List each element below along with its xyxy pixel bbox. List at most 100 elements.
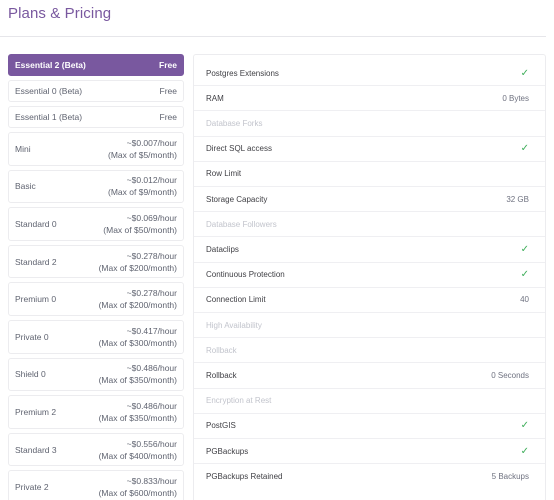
feature-value: 0 Seconds xyxy=(491,370,529,380)
plan-name: Essential 1 (Beta) xyxy=(15,112,83,122)
plan-option[interactable]: Private 2 ~$0.833/hour (Max of $600/month) xyxy=(8,470,184,500)
feature-row: Rollback 0 Seconds xyxy=(194,363,545,389)
plan-name: Standard 0 xyxy=(15,218,57,229)
plan-option[interactable]: Premium 0 ~$0.278/hour (Max of $200/month) xyxy=(8,282,184,316)
feature-row: Encryption at Rest xyxy=(194,389,545,414)
plan-price-monthly-cap: (Max of $600/month) xyxy=(98,488,177,499)
plan-name: Essential 0 (Beta) xyxy=(15,86,83,96)
feature-table: Postgres Extensions ✓ RAM 0 Bytes Database F… xyxy=(193,54,546,500)
plan-price-monthly-cap: (Max of $50/month) xyxy=(103,224,177,235)
feature-value: 32 GB xyxy=(506,194,529,204)
feature-value: 5 Backups xyxy=(491,472,529,482)
checkmark-icon: ✓ xyxy=(520,243,529,255)
feature-row: Database Followers xyxy=(194,212,545,238)
plan-option[interactable]: Basic ~$0.012/hour (Max of $9/month) xyxy=(8,169,184,204)
plan-option[interactable]: Essential 0 (Beta) Free xyxy=(8,80,184,102)
checkmark-icon: ✓ xyxy=(520,420,529,432)
feature-label: Direct SQL access xyxy=(206,144,272,154)
plan-name: Standard 2 xyxy=(15,256,57,267)
plan-price-hourly: ~$0.278/hour xyxy=(126,288,177,299)
feature-label: Storage Capacity xyxy=(206,194,268,204)
plan-price-hourly: Free xyxy=(159,60,177,70)
feature-row: Dataclips ✓ xyxy=(194,237,545,263)
plan-option[interactable]: Premium 2 ~$0.486/hour (Max of $350/month) xyxy=(8,395,184,429)
feature-label: Rollback xyxy=(206,345,237,355)
feature-label: PGBackups xyxy=(206,446,249,456)
plan-price: ~$0.012/hour (Max of $9/month) xyxy=(108,174,177,198)
feature-row: High Availability xyxy=(194,313,545,339)
plan-price-hourly: ~$0.556/hour xyxy=(126,438,177,449)
plan-price: ~$0.556/hour (Max of $400/month) xyxy=(99,438,177,462)
plan-price: Free xyxy=(159,59,177,71)
feature-label: Database Forks xyxy=(206,118,263,128)
plan-price: ~$0.486/hour (Max of $350/month) xyxy=(99,362,177,386)
feature-label: Database Followers xyxy=(206,219,277,229)
feature-label: Rollback xyxy=(206,370,237,380)
plan-price: ~$0.069/hour (Max of $50/month) xyxy=(103,212,177,236)
plan-price-monthly-cap: (Max of $300/month) xyxy=(98,337,177,348)
checkmark-icon: ✓ xyxy=(520,143,529,155)
plan-price: ~$0.486/hour (Max of $350/month) xyxy=(99,400,177,424)
checkmark-icon: ✓ xyxy=(520,67,529,79)
plan-price: Free xyxy=(160,111,177,123)
plan-option[interactable]: Essential 2 (Beta) Free xyxy=(8,54,184,76)
plan-option[interactable]: Standard 3 ~$0.556/hour (Max of $400/month… xyxy=(8,432,184,467)
plan-name: Shield 0 xyxy=(15,369,46,380)
plan-option[interactable]: Standard 2 ~$0.278/hour (Max of $200/month… xyxy=(8,244,184,279)
plan-price-hourly: ~$0.486/hour xyxy=(126,400,177,411)
plan-price-hourly: Free xyxy=(159,112,177,122)
plan-option[interactable]: Private 0 ~$0.417/hour (Max of $300/month) xyxy=(8,319,184,354)
plan-list: Essential 2 (Beta) Free Essential 0 (Beta)… xyxy=(8,54,184,500)
plan-option[interactable]: Standard 0 ~$0.069/hour (Max of $50/month) xyxy=(8,207,184,241)
feature-row: RAM 0 Bytes xyxy=(194,86,545,112)
feature-label: Dataclips xyxy=(206,244,239,254)
plan-price-hourly: ~$0.012/hour xyxy=(126,175,177,186)
feature-label: Encryption at Rest xyxy=(206,396,272,406)
plan-option[interactable]: Mini ~$0.007/hour (Max of $5/month) xyxy=(8,132,184,166)
feature-label: RAM xyxy=(206,93,224,103)
plan-price: ~$0.007/hour (Max of $5/month) xyxy=(108,137,177,161)
feature-label: PGBackups Retained xyxy=(206,472,283,482)
checkmark-icon: ✓ xyxy=(520,269,529,281)
feature-label: Connection Limit xyxy=(206,295,266,305)
plan-name: Premium 0 xyxy=(15,294,57,305)
plan-price-hourly: ~$0.007/hour xyxy=(126,137,177,148)
plan-name: Basic xyxy=(15,181,36,192)
feature-label: Postgres Extensions xyxy=(206,68,279,78)
plan-price: ~$0.417/hour (Max of $300/month) xyxy=(99,325,177,349)
plan-price-hourly: ~$0.278/hour xyxy=(126,250,177,261)
plan-price-hourly: Free xyxy=(159,86,177,96)
feature-row: Row Limit xyxy=(194,162,545,187)
plan-price-monthly-cap: (Max of $400/month) xyxy=(98,450,177,461)
feature-row: Storage Capacity 32 GB xyxy=(194,187,545,213)
plan-option[interactable]: Essential 1 (Beta) Free xyxy=(8,106,184,128)
plan-price: Free xyxy=(160,85,177,97)
plan-name: Mini xyxy=(15,143,31,154)
feature-row: PGBackups ✓ xyxy=(194,439,545,465)
feature-value: 40 xyxy=(520,295,529,305)
feature-label: Continuous Protection xyxy=(206,270,285,280)
title-divider xyxy=(0,36,546,37)
plan-price-monthly-cap: (Max of $350/month) xyxy=(98,412,177,423)
page-title: Plans & Pricing xyxy=(8,5,112,22)
plan-price-monthly-cap: (Max of $350/month) xyxy=(98,375,177,386)
feature-row: Direct SQL access ✓ xyxy=(194,137,545,162)
feature-row: Connection Limit 40 xyxy=(194,288,545,313)
plan-price-monthly-cap: (Max of $9/month) xyxy=(108,187,177,198)
plan-price-monthly-cap: (Max of $5/month) xyxy=(108,149,177,160)
plan-option[interactable]: Shield 0 ~$0.486/hour (Max of $350/month) xyxy=(8,357,184,392)
plan-price: ~$0.833/hour (Max of $600/month) xyxy=(99,475,177,499)
plan-price-hourly: ~$0.417/hour xyxy=(126,325,177,336)
feature-row: Continuous Protection ✓ xyxy=(194,263,545,288)
plan-name: Standard 3 xyxy=(15,444,57,455)
feature-row: PGBackups Retained 5 Backups xyxy=(194,464,545,489)
plan-price-monthly-cap: (Max of $200/month) xyxy=(98,300,177,311)
feature-row: Rollback xyxy=(194,338,545,364)
plan-price: ~$0.278/hour (Max of $200/month) xyxy=(99,250,177,274)
feature-row: Database Forks xyxy=(194,111,545,137)
feature-row: Postgres Extensions ✓ xyxy=(194,61,545,87)
checkmark-icon: ✓ xyxy=(520,445,529,457)
plan-name: Premium 2 xyxy=(15,406,57,417)
plan-price-monthly-cap: (Max of $200/month) xyxy=(98,262,177,273)
